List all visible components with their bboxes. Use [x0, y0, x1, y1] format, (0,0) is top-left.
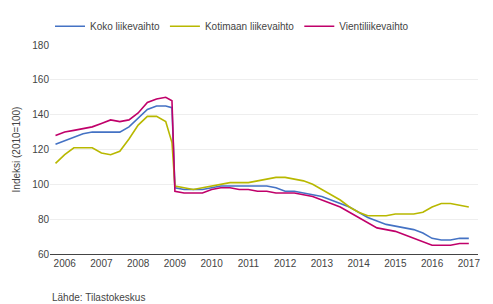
svg-text:2012: 2012 — [274, 258, 297, 269]
svg-text:140: 140 — [32, 109, 49, 120]
svg-text:2009: 2009 — [164, 258, 187, 269]
svg-text:2008: 2008 — [127, 258, 150, 269]
svg-text:Vientiliikevaihto: Vientiliikevaihto — [339, 21, 408, 32]
svg-text:Lähde: Tilastokeskus: Lähde: Tilastokeskus — [52, 292, 145, 303]
svg-text:120: 120 — [32, 144, 49, 155]
svg-text:2010: 2010 — [201, 258, 224, 269]
svg-text:Kotimaan liikevaihto: Kotimaan liikevaihto — [205, 21, 294, 32]
svg-text:Indeksi (2010=100): Indeksi (2010=100) — [11, 107, 22, 193]
svg-text:2006: 2006 — [54, 258, 77, 269]
svg-text:2007: 2007 — [90, 258, 113, 269]
svg-text:2015: 2015 — [384, 258, 407, 269]
svg-text:160: 160 — [32, 74, 49, 85]
svg-text:2017: 2017 — [458, 258, 481, 269]
svg-text:2013: 2013 — [311, 258, 334, 269]
svg-text:60: 60 — [38, 249, 50, 260]
svg-text:100: 100 — [32, 179, 49, 190]
svg-text:180: 180 — [32, 40, 49, 51]
svg-text:2016: 2016 — [421, 258, 444, 269]
svg-text:80: 80 — [38, 214, 50, 225]
svg-text:2011: 2011 — [238, 258, 260, 269]
svg-text:Koko liikevaihto: Koko liikevaihto — [90, 21, 160, 32]
svg-text:2014: 2014 — [347, 258, 370, 269]
